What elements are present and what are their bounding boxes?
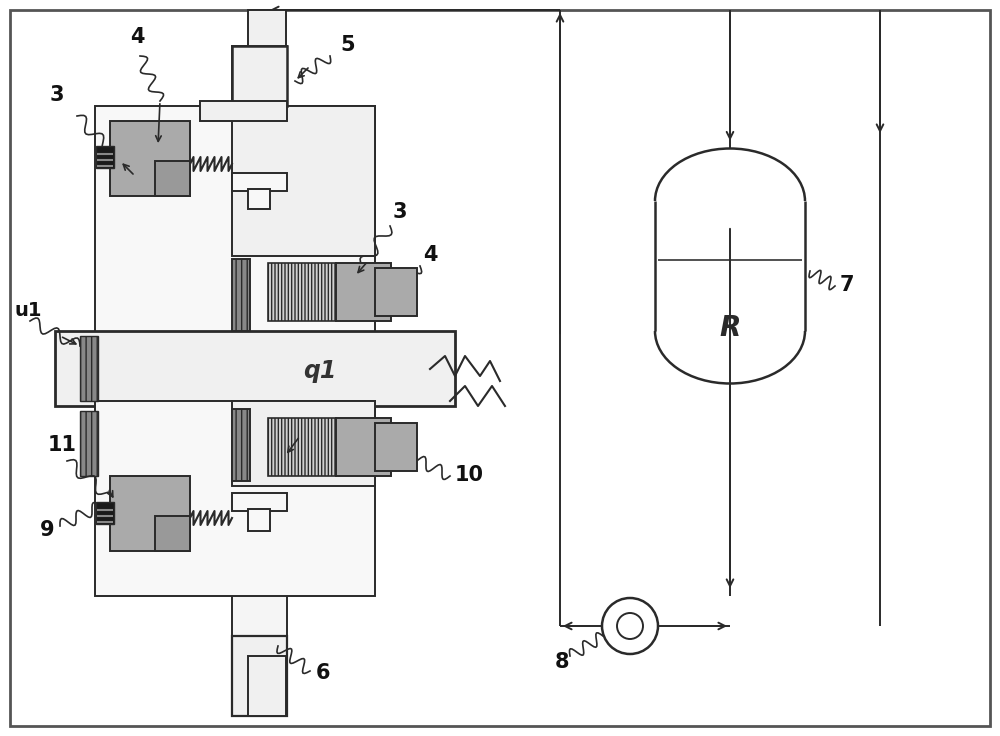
Text: 9: 9 [40,520,55,540]
Bar [232,173,287,191]
Bar [80,411,98,476]
Bar [95,401,375,596]
Bar [55,331,455,406]
Text: 8: 8 [555,652,570,672]
Bar [232,46,287,686]
Bar [248,656,286,716]
Bar [232,401,375,486]
Bar [232,106,375,256]
Bar [80,336,98,401]
Text: 10: 10 [455,465,484,485]
Bar [336,418,391,476]
Bar [110,476,190,551]
Bar [96,146,114,168]
Bar [232,493,287,511]
Bar [232,636,287,716]
Text: 3: 3 [50,85,64,105]
Text: 3: 3 [393,202,408,222]
Bar [232,259,250,331]
Bar [155,516,190,551]
Bar [200,101,287,121]
Text: 4: 4 [130,27,144,47]
Bar [336,263,391,321]
Bar [232,46,287,106]
Bar [96,502,114,524]
Bar [375,423,417,471]
Bar [268,263,336,321]
Bar [248,189,270,209]
Text: 7: 7 [840,275,854,295]
Text: u1: u1 [15,301,42,320]
Circle shape [602,598,658,654]
Text: 4: 4 [423,245,438,265]
Bar [110,121,190,196]
Text: 6: 6 [316,663,330,683]
Bar [248,10,286,46]
Bar [375,268,417,316]
Text: 11: 11 [48,435,77,455]
Bar [155,161,190,196]
Bar [268,418,336,476]
Bar [248,509,270,531]
Bar [95,106,375,336]
Text: 5: 5 [340,35,355,55]
Text: q1: q1 [303,359,337,383]
Text: R: R [719,314,741,342]
Bar [232,409,250,481]
